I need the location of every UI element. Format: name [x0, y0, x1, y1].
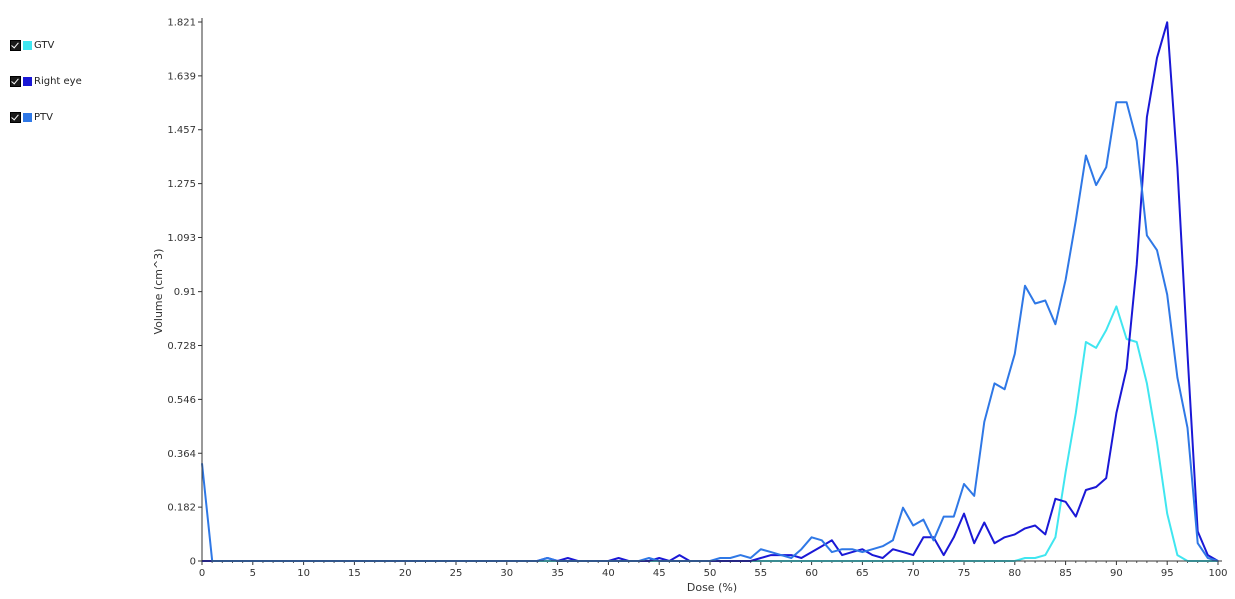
y-tick-label: 0.91	[174, 287, 196, 298]
legend-item-right-eye[interactable]: Right eye	[10, 63, 130, 99]
legend-label-ptv: PTV	[34, 111, 53, 123]
x-axis-label: Dose (%)	[687, 581, 737, 594]
y-tick-label: 1.639	[167, 71, 196, 82]
y-tick-label: 0	[190, 557, 196, 568]
x-tick-label: 20	[399, 568, 412, 579]
y-tick-label: 0.546	[167, 395, 196, 406]
legend-checkbox-right-eye[interactable]	[10, 75, 21, 87]
x-tick-label: 60	[805, 568, 818, 579]
x-tick-label: 50	[704, 568, 717, 579]
legend-swatch-right-eye	[23, 76, 32, 86]
y-axis-ticks: 0 0.182 0.364 0.546 0.728 0.91 1.093 1.275 1.457…	[167, 18, 202, 568]
x-tick-label: 65	[856, 568, 869, 579]
series-lines	[201, 21, 1219, 562]
y-tick-label: 1.821	[167, 18, 196, 29]
x-tick-label: 45	[653, 568, 666, 579]
legend-item-ptv[interactable]: PTV	[10, 99, 130, 135]
y-tick-label: 0.364	[167, 449, 196, 460]
legend-swatch-ptv	[23, 112, 32, 122]
x-tick-label: 55	[754, 568, 767, 579]
x-axis-ticks: 0 5 10 15 20 25 30 35 40 45 50 55 60 65 70 75 80 85 90 95 10…	[199, 561, 1228, 579]
x-tick-label: 90	[1110, 568, 1123, 579]
x-tick-label: 15	[348, 568, 361, 579]
legend: GTV Right eye PTV	[10, 27, 130, 135]
x-tick-label: 30	[500, 568, 513, 579]
series-line-ptv	[201, 101, 1219, 562]
legend-label-right-eye: Right eye	[34, 75, 82, 87]
legend-checkbox-ptv[interactable]	[10, 111, 21, 123]
legend-swatch-gtv	[23, 40, 32, 50]
series-line-gtv	[202, 305, 1218, 562]
x-tick-label: 35	[551, 568, 564, 579]
legend-item-gtv[interactable]: GTV	[10, 27, 130, 63]
y-tick-label: 1.275	[167, 179, 196, 190]
x-tick-label: 80	[1008, 568, 1021, 579]
x-tick-label: 0	[199, 568, 205, 579]
x-tick-label: 25	[450, 568, 463, 579]
x-tick-label: 40	[602, 568, 615, 579]
x-tick-label: 5	[250, 568, 256, 579]
x-tick-label: 100	[1208, 568, 1227, 579]
x-tick-label: 10	[297, 568, 310, 579]
y-tick-label: 1.093	[167, 233, 196, 244]
y-tick-label: 0.728	[167, 341, 196, 352]
legend-label-gtv: GTV	[34, 39, 55, 51]
y-axis-label: Volume (cm^3)	[152, 249, 165, 335]
y-tick-label: 1.457	[167, 125, 196, 136]
series-line-right-eye	[202, 21, 1219, 562]
x-tick-label: 85	[1059, 568, 1072, 579]
x-tick-label: 75	[958, 568, 971, 579]
y-tick-label: 0.182	[167, 503, 196, 514]
x-tick-label: 70	[907, 568, 920, 579]
legend-checkbox-gtv[interactable]	[10, 39, 21, 51]
x-tick-label: 95	[1161, 568, 1174, 579]
